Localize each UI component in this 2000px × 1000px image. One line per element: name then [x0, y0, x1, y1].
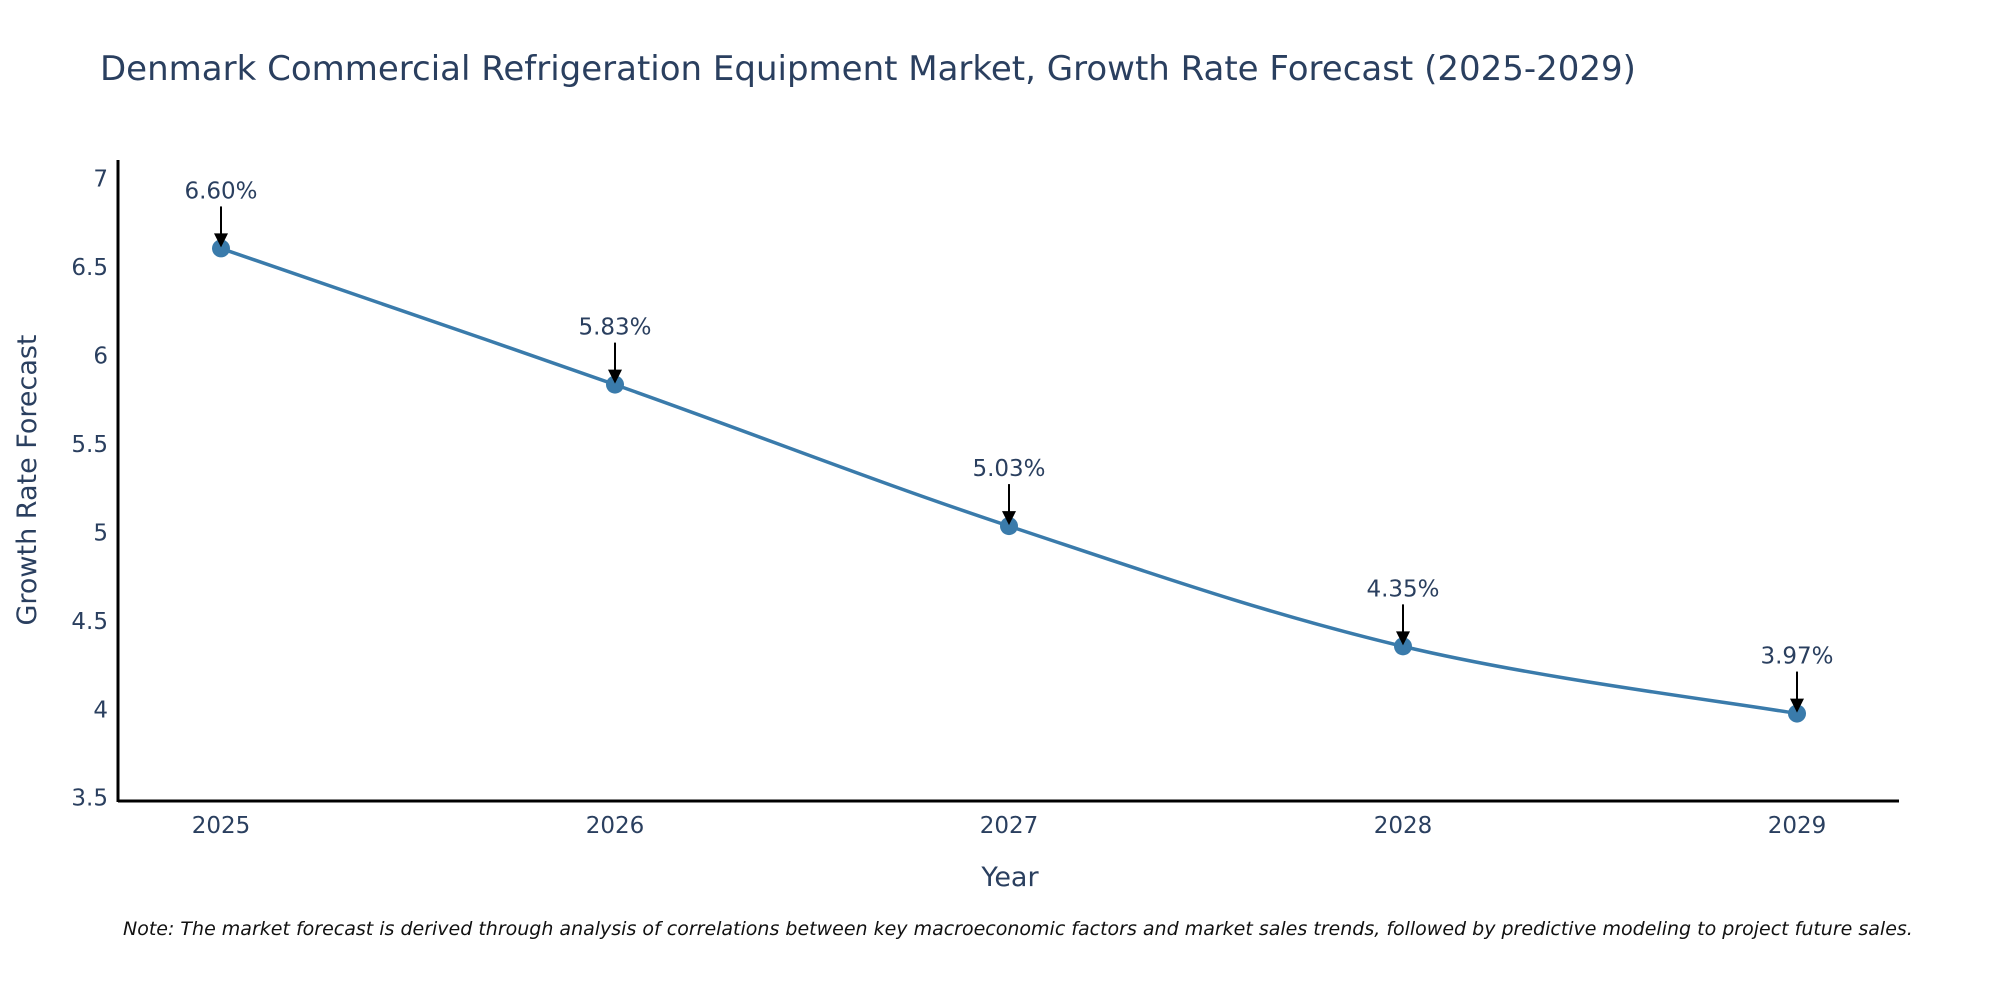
data-point: [212, 239, 230, 258]
y-tick-label: 4.5: [71, 609, 108, 635]
annotation-arrow-head: [1790, 698, 1804, 713]
x-tick-label: 2029: [1768, 813, 1827, 839]
y-tick-label: 5: [93, 520, 108, 546]
chart-title: Denmark Commercial Refrigeration Equipme…: [100, 49, 1636, 89]
data-point: [1394, 637, 1412, 656]
x-tick-label: 2028: [1374, 813, 1433, 839]
data-label: 4.35%: [1366, 576, 1439, 602]
data-label: 3.97%: [1760, 644, 1833, 670]
footnote: Note: The market forecast is derived thr…: [123, 918, 1913, 940]
x-axis-label: Year: [980, 862, 1039, 893]
data-label: 5.03%: [972, 456, 1045, 482]
data-point: [1000, 517, 1018, 536]
y-tick-label: 3.5: [71, 786, 108, 812]
y-tick-label: 4: [93, 697, 108, 723]
y-tick-label: 6.5: [71, 255, 108, 281]
data-point: [606, 375, 624, 394]
x-tick-label: 2025: [192, 813, 251, 839]
annotation-arrow-head: [214, 233, 228, 248]
x-tick-label: 2026: [586, 813, 645, 839]
annotation-arrow-head: [608, 369, 622, 384]
y-tick-label: 7: [93, 167, 108, 193]
data-point: [1788, 704, 1806, 723]
y-axis-label: Growth Rate Forecast: [12, 334, 43, 625]
annotation-arrow-head: [1396, 631, 1410, 646]
data-label: 5.83%: [578, 315, 651, 341]
annotation-arrow-head: [1002, 511, 1016, 526]
y-tick-label: 5.5: [71, 432, 108, 458]
x-tick-label: 2027: [980, 813, 1039, 839]
data-label: 6.60%: [184, 178, 257, 204]
plot-area: 3.5 4 4.5 5 5.5 6 6.5 7 2025 2026 2027 2028 2029 6.60…: [71, 167, 1833, 839]
y-tick-label: 6: [93, 344, 108, 370]
